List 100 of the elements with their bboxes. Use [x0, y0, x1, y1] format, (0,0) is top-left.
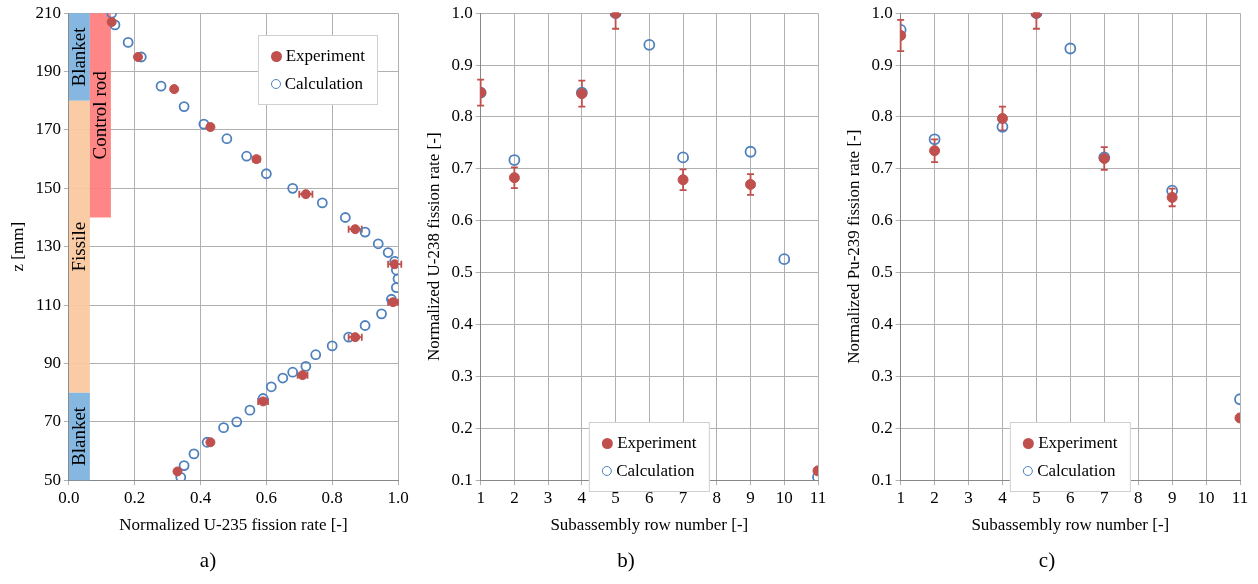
y-tick-label: 0.3 [451, 365, 473, 385]
x-tick-label: 10 [775, 487, 793, 507]
x-tick-label: 4 [577, 487, 587, 507]
y-axis-title: Normalized U-238 fission rate [-] [423, 132, 443, 361]
x-tick-label: 4 [998, 487, 1008, 507]
x-tick-label: 1.0 [387, 487, 409, 507]
x-tick-label: 0.6 [255, 487, 277, 507]
x-tick-label: 6 [645, 487, 654, 507]
y-tick-label: 0.7 [451, 158, 474, 178]
y-tick-label: 0.5 [871, 262, 893, 282]
point [372, 238, 384, 250]
x-tick-label: 3 [964, 487, 973, 507]
point [386, 293, 397, 305]
y-tick-label: 0.8 [871, 106, 893, 126]
band-label: Blanket [68, 406, 90, 466]
text: c) [1037, 548, 1057, 573]
y-tick-label: 0.3 [871, 365, 893, 385]
x-tick-label: 5 [1032, 487, 1041, 507]
y-tick-label: 0.2 [871, 417, 893, 437]
legend-label: Experiment [1038, 433, 1118, 454]
x-tick-label: 0.0 [58, 487, 80, 507]
y-tick-label: 1.0 [871, 2, 893, 22]
x-axis-title: Subassembly row number [-] [971, 515, 1170, 535]
x-tick-label: 1 [896, 487, 905, 507]
y-tick-label: 90 [43, 352, 61, 372]
point [277, 372, 289, 384]
point [508, 172, 520, 184]
point [169, 84, 180, 95]
point [221, 133, 233, 145]
y-tick-label: 150 [35, 177, 61, 197]
point [265, 381, 277, 393]
y-tick-label: 110 [36, 294, 61, 314]
point [382, 247, 394, 258]
legend-label: Calculation [616, 461, 695, 482]
x-axis-title: Subassembly row number [-] [550, 515, 749, 535]
x-tick-label: 0.8 [321, 487, 343, 507]
x-tick-label: 11 [809, 487, 827, 507]
y-tick-label: 0.4 [451, 314, 474, 333]
point [1166, 191, 1178, 203]
point [205, 122, 216, 133]
x-tick-label: 11 [1231, 487, 1249, 507]
x-tick-label: 6 [1066, 487, 1075, 507]
point [205, 437, 216, 448]
point [300, 360, 312, 372]
point [155, 80, 167, 92]
text: a) [198, 548, 218, 573]
x-tick-label: 8 [1133, 487, 1143, 507]
y-axis-title: Normalized Pu-239 fission rate [-] [843, 129, 863, 364]
point [260, 168, 272, 180]
point [389, 259, 398, 270]
x-tick-label: 5 [611, 487, 620, 507]
point [677, 151, 689, 164]
x-tick-label: 7 [678, 487, 688, 507]
point [376, 308, 387, 320]
y-tick-label: 0.9 [871, 54, 893, 74]
x-tick-label: 2 [930, 487, 939, 507]
point [677, 174, 689, 186]
point [643, 38, 656, 51]
point [359, 320, 371, 331]
point [287, 182, 299, 194]
point [188, 448, 200, 460]
y-axis-title: z [mm] [7, 221, 27, 272]
y-tick-label: 130 [35, 236, 61, 256]
point [178, 460, 190, 472]
y-tick-label: 0.1 [451, 469, 473, 489]
band-label: Blanket [68, 26, 90, 87]
y-tick-label: 170 [35, 119, 61, 139]
x-tick-label: 3 [543, 487, 553, 507]
point [508, 154, 521, 166]
x-tick-label: 10 [1197, 487, 1215, 507]
legend-label: Calculation [1037, 461, 1116, 482]
y-tick-label: 210 [35, 2, 61, 22]
point [175, 471, 187, 481]
x-tick-label: 0.4 [189, 487, 212, 507]
point [929, 145, 941, 157]
point [241, 150, 253, 162]
point [122, 36, 134, 48]
text: b) [616, 548, 636, 573]
y-tick-label: 0.7 [871, 158, 894, 178]
point [287, 366, 299, 378]
point [744, 145, 757, 158]
legend-label: Experiment [617, 433, 697, 454]
point [928, 133, 941, 146]
point [178, 101, 190, 112]
x-tick-label: 9 [1167, 487, 1177, 507]
point [316, 197, 328, 209]
x-tick-label: 2 [510, 487, 519, 507]
point [359, 226, 371, 238]
y-tick-label: 0.1 [871, 469, 893, 489]
y-tick-label: 0.9 [451, 54, 473, 74]
point [745, 178, 757, 190]
point [310, 349, 322, 361]
point [198, 118, 210, 130]
point [109, 19, 121, 31]
y-tick-label: 0.6 [451, 210, 473, 230]
point [326, 340, 338, 352]
point [231, 416, 243, 428]
x-tick-label: 0.2 [124, 487, 146, 507]
point [218, 422, 229, 434]
y-tick-label: 50 [43, 469, 61, 489]
